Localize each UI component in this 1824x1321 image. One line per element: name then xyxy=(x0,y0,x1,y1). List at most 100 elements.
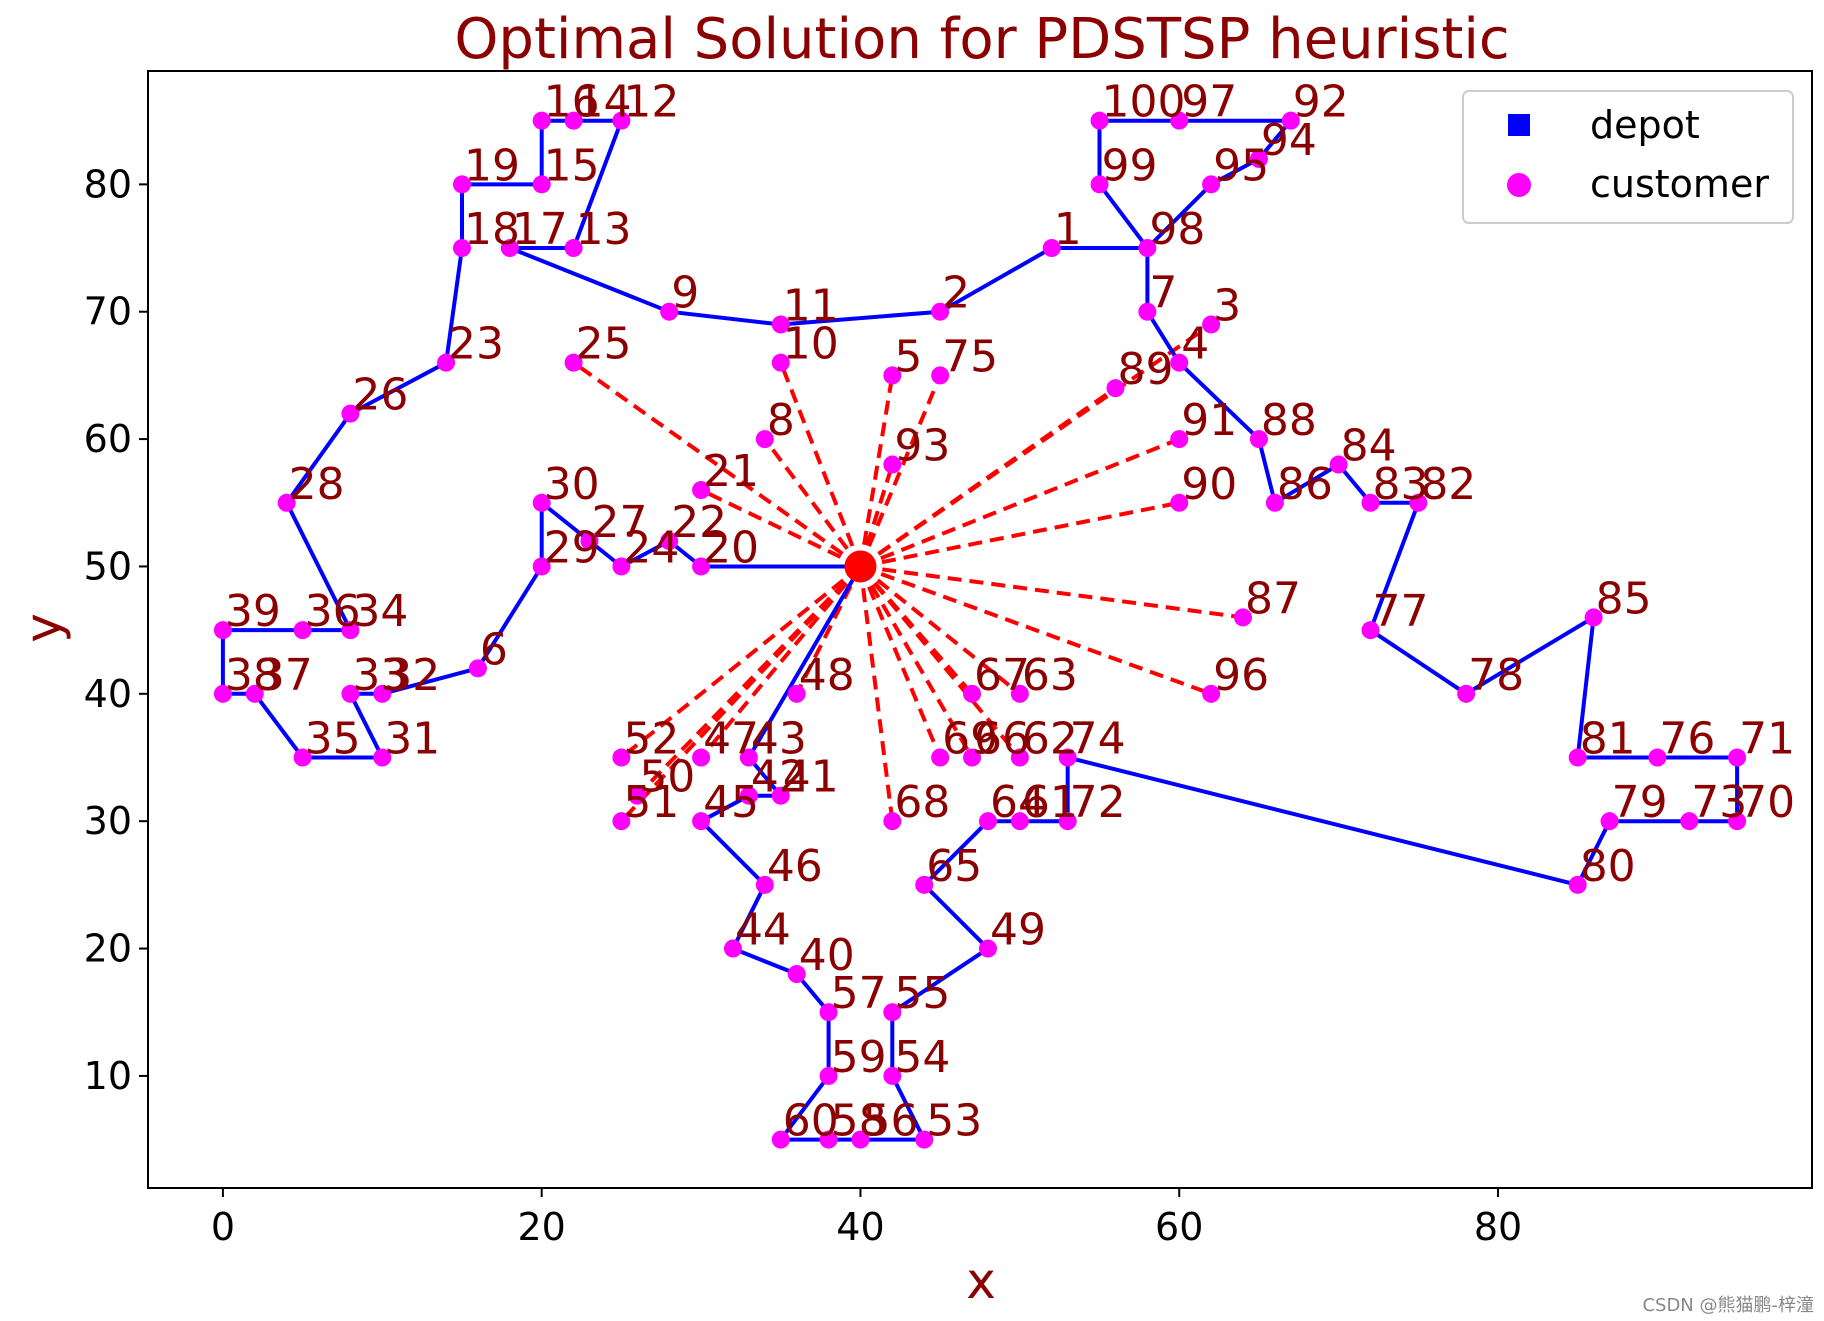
customer-label-95: 95 xyxy=(1213,140,1269,191)
customer-point-54 xyxy=(883,1066,902,1085)
customer-point-67 xyxy=(963,684,982,703)
customer-point-32 xyxy=(373,684,392,703)
customer-point-53 xyxy=(915,1130,934,1149)
customer-point-59 xyxy=(819,1066,838,1085)
customer-label-11: 11 xyxy=(783,280,839,331)
customer-point-74 xyxy=(1058,748,1077,767)
customer-label-12: 12 xyxy=(623,77,679,128)
customer-label-14: 14 xyxy=(576,77,632,128)
legend-customer-marker xyxy=(1507,173,1531,197)
customer-label-58: 58 xyxy=(831,1096,887,1147)
customer-label-87: 87 xyxy=(1245,573,1301,624)
drone-route-91 xyxy=(859,437,1180,569)
legend-depot-marker xyxy=(1508,114,1530,136)
customer-label-100: 100 xyxy=(1102,77,1186,128)
customer-label-41: 41 xyxy=(783,752,839,803)
depot-point xyxy=(844,550,877,583)
customer-label-96: 96 xyxy=(1213,650,1269,701)
customer-point-34 xyxy=(341,621,360,640)
customer-label-2: 2 xyxy=(942,268,970,319)
customer-label-10: 10 xyxy=(783,319,839,370)
customer-point-92 xyxy=(1281,111,1300,130)
customer-label-89: 89 xyxy=(1117,344,1173,395)
customer-point-35 xyxy=(293,748,312,767)
customer-label-75: 75 xyxy=(942,331,998,382)
customer-label-4: 4 xyxy=(1181,319,1209,370)
customer-label-45: 45 xyxy=(703,777,759,828)
customer-label-40: 40 xyxy=(799,930,855,981)
customer-label-69: 69 xyxy=(942,714,998,765)
y-tick-label-60: 60 xyxy=(84,417,132,461)
customer-point-15 xyxy=(532,175,551,194)
customer-point-80 xyxy=(1568,875,1587,894)
customer-label-26: 26 xyxy=(352,370,408,421)
legend-depot-label: depot xyxy=(1590,103,1700,147)
drone-route-3 xyxy=(859,322,1213,569)
customer-label-88: 88 xyxy=(1261,395,1317,446)
customer-label-99: 99 xyxy=(1102,140,1158,191)
customer-label-83: 83 xyxy=(1372,459,1428,510)
customer-point-4 xyxy=(1170,353,1189,372)
customer-label-74: 74 xyxy=(1070,714,1126,765)
drone-route-51 xyxy=(619,565,862,823)
customer-point-30 xyxy=(532,493,551,512)
customer-points xyxy=(213,111,1747,1149)
customer-point-89 xyxy=(1106,379,1125,398)
customer-point-97 xyxy=(1170,111,1189,130)
customer-point-23 xyxy=(437,353,456,372)
customer-label-25: 25 xyxy=(576,319,632,370)
customer-point-61 xyxy=(1010,812,1029,831)
customer-point-51 xyxy=(612,812,631,831)
customer-label-24: 24 xyxy=(623,522,679,573)
customer-point-66 xyxy=(963,748,982,767)
drone-route-69 xyxy=(858,565,942,759)
customer-label-90: 90 xyxy=(1181,459,1237,510)
customer-point-11 xyxy=(771,315,790,334)
customer-label-84: 84 xyxy=(1341,421,1397,472)
customer-label-7: 7 xyxy=(1149,268,1177,319)
customer-point-26 xyxy=(341,404,360,423)
customer-label-36: 36 xyxy=(305,586,361,637)
customer-label-64: 64 xyxy=(990,777,1046,828)
customer-point-21 xyxy=(692,481,711,500)
customer-label-65: 65 xyxy=(926,841,982,892)
customer-label-49: 49 xyxy=(990,905,1046,956)
customer-point-28 xyxy=(277,493,296,512)
customer-label-68: 68 xyxy=(894,777,950,828)
customer-label-37: 37 xyxy=(257,650,313,701)
drone-route-63 xyxy=(859,564,1022,696)
customer-point-90 xyxy=(1170,493,1189,512)
x-tick-label-20: 20 xyxy=(518,1205,566,1249)
drone-route-5 xyxy=(858,375,895,567)
customer-label-48: 48 xyxy=(799,650,855,701)
drone-route-93 xyxy=(858,463,895,568)
customer-point-52 xyxy=(612,748,631,767)
customer-label-1: 1 xyxy=(1054,204,1082,255)
customer-label-44: 44 xyxy=(735,905,791,956)
customer-label-29: 29 xyxy=(544,522,600,573)
customer-point-43 xyxy=(739,748,758,767)
customer-label-63: 63 xyxy=(1022,650,1078,701)
y-tick-label-20: 20 xyxy=(84,927,132,971)
customer-point-48 xyxy=(787,684,806,703)
customer-label-61: 61 xyxy=(1022,777,1078,828)
customer-label-52: 52 xyxy=(623,714,679,765)
customer-label-30: 30 xyxy=(544,459,600,510)
customer-label-53: 53 xyxy=(926,1096,982,1147)
customer-label-33: 33 xyxy=(352,650,408,701)
customer-point-68 xyxy=(883,812,902,831)
customer-point-64 xyxy=(978,812,997,831)
customer-point-39 xyxy=(213,621,232,640)
customer-point-65 xyxy=(915,875,934,894)
customer-point-1 xyxy=(1042,239,1061,258)
customer-point-60 xyxy=(771,1130,790,1149)
customer-point-56 xyxy=(851,1130,870,1149)
customer-label-31: 31 xyxy=(384,714,440,765)
drone-route-21 xyxy=(700,488,862,569)
drone-route-8 xyxy=(763,437,863,568)
chart-title: Optimal Solution for PDSTSP heuristic xyxy=(454,7,1509,72)
customer-label-91: 91 xyxy=(1181,395,1237,446)
customer-label-56: 56 xyxy=(862,1096,918,1147)
customer-point-82 xyxy=(1409,493,1428,512)
customer-label-18: 18 xyxy=(464,204,520,255)
